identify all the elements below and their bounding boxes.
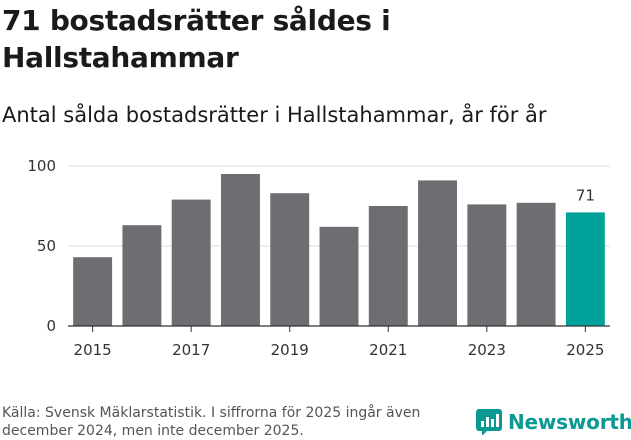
- y-tick-label-0: 0: [46, 317, 56, 335]
- bar-2022: [418, 180, 458, 326]
- x-tick-label-2025: 2025: [566, 341, 604, 359]
- y-tick-label-50: 50: [37, 237, 56, 255]
- chart-subtitle: Antal sålda bostadsrätter i Hallstahamma…: [2, 103, 547, 127]
- x-tick-label-2023: 2023: [468, 341, 506, 359]
- bar-2018: [220, 174, 260, 326]
- newsworthy-logo: Newsworthy: [476, 408, 631, 436]
- source-note: Källa: Svensk Mäklarstatistik. I siffror…: [2, 405, 421, 439]
- x-tick-label-2019: 2019: [271, 341, 309, 359]
- bar-2019: [270, 193, 310, 326]
- chart-title: 71 bostadsrätter såldes i Hallstahammar: [2, 4, 391, 74]
- axes: 0 50 100 2015 2017 2019 2021 2023 2025: [27, 157, 610, 359]
- bars: 71: [73, 174, 605, 326]
- bar-2015: [73, 257, 113, 326]
- x-tick-label-2017: 2017: [172, 341, 210, 359]
- bar-2023: [467, 204, 507, 326]
- bar-2025: [565, 212, 605, 326]
- x-tick-label-2015: 2015: [74, 341, 112, 359]
- bar-2017: [171, 199, 211, 326]
- y-tick-label-100: 100: [27, 157, 56, 175]
- newsworthy-logo-icon: [476, 409, 502, 435]
- bar-2024: [516, 202, 556, 326]
- bar-2020: [319, 226, 359, 326]
- value-label-2025: 71: [576, 186, 595, 204]
- bar-chart: 71 0 50 100 2015 2017 2019 2021 2023 2025: [27, 157, 610, 359]
- x-tick-label-2021: 2021: [369, 341, 407, 359]
- bar-2021: [368, 206, 408, 326]
- newsworthy-logo-text: Newsworthy: [508, 410, 631, 434]
- bar-2016: [122, 225, 162, 326]
